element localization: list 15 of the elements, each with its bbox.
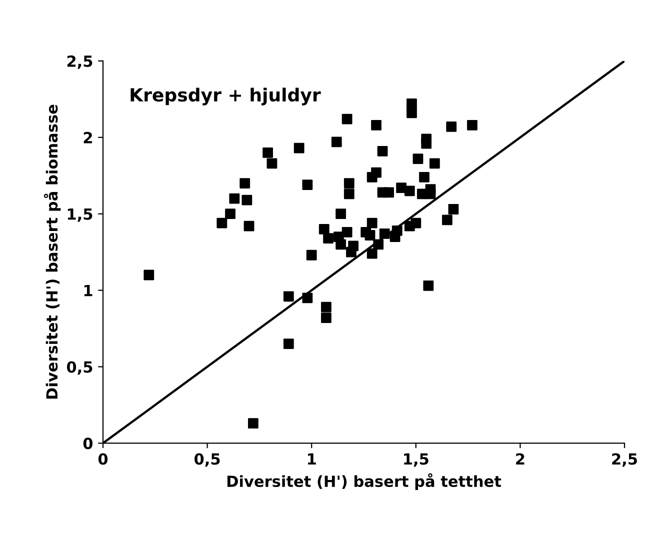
x-tick-label: 2 (516, 453, 524, 465)
y-tick-label: 2,5 (67, 55, 92, 69)
x-tick-label: 2,5 (612, 453, 637, 467)
y-tick-label: 1 (84, 284, 92, 296)
y-tick-label: 2 (84, 132, 92, 144)
y-tick-label: 1,5 (68, 208, 92, 222)
x-axis-title: Diversitet (H') basert på tetthet (227, 473, 502, 490)
x-tick-label: 0 (98, 453, 108, 465)
y-tick-label: 0 (83, 438, 93, 450)
y-axis-title: Diversitet (H') basert på biomasse (44, 104, 61, 399)
text: Krepsdyr + hjuldyr (130, 88, 321, 106)
x-tick-label: 1,5 (404, 453, 428, 467)
x-tick-label: 0,5 (194, 453, 220, 467)
y-tick-label: 0,5 (66, 361, 92, 375)
x-tick-label: 1 (308, 453, 316, 465)
